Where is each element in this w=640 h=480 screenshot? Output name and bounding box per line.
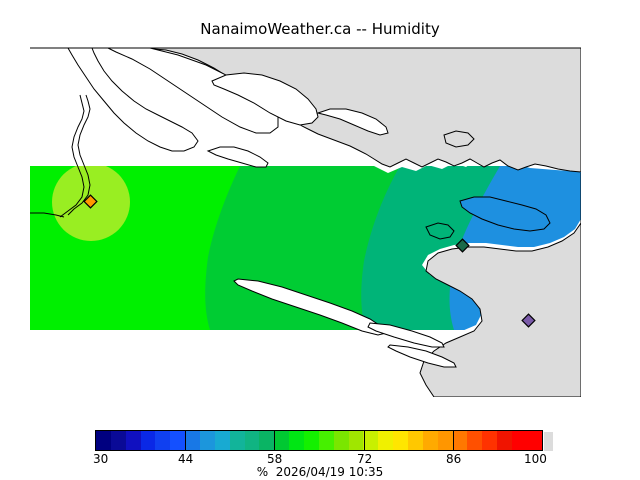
colorbar-segment-9 xyxy=(229,431,245,450)
colorbar-segment-17 xyxy=(348,431,364,450)
colorbar-tick-72 xyxy=(364,430,365,451)
colorbar-tick-58 xyxy=(274,430,275,451)
colorbar-segment-13 xyxy=(289,431,305,450)
island-chain-south xyxy=(233,278,387,336)
colorbar-segment-6 xyxy=(185,431,201,450)
channel-inlet-water xyxy=(425,222,455,240)
colorbar-segment-19 xyxy=(378,431,394,450)
colorbar-label-58: 58 xyxy=(267,452,283,466)
colorbar-segment-11 xyxy=(259,431,275,450)
colorbar-segment-16 xyxy=(333,431,349,450)
lake-east xyxy=(316,108,389,136)
colorbar-segment-14 xyxy=(304,431,319,450)
colorbar-segment-26 xyxy=(482,431,498,450)
colorbar-segment-24 xyxy=(452,431,468,450)
station-marker-diamond[interactable] xyxy=(83,194,98,209)
colorbar-segments[interactable] xyxy=(95,430,543,451)
island-chain-south-3 xyxy=(387,344,457,368)
colorbar-caption: % 2026/04/19 10:35 xyxy=(256,465,384,479)
colorbar-segment-18 xyxy=(363,431,379,450)
colorbar-tick-44 xyxy=(185,430,186,451)
river-outline-left xyxy=(67,94,91,216)
colorbar-label-100: 100 xyxy=(524,452,547,466)
colorbar-segment-15 xyxy=(318,431,334,450)
colorbar-segment-3 xyxy=(140,431,156,450)
inlet-northeast-water xyxy=(459,196,551,232)
station-marker-diamond[interactable] xyxy=(455,238,470,253)
colorbar-segment-23 xyxy=(437,431,453,450)
colorbar-tick-86 xyxy=(453,430,454,451)
station-markers[interactable] xyxy=(83,194,536,328)
map-plate[interactable] xyxy=(30,47,581,397)
colorbar-label-44: 44 xyxy=(178,452,194,466)
inlet-south-small xyxy=(206,146,269,168)
colorbar-segment-21 xyxy=(408,431,423,450)
river-outline-right xyxy=(59,94,85,218)
colorbar-segment-25 xyxy=(467,431,483,450)
colorbar-segment-29 xyxy=(526,431,542,450)
page-title: NanaimoWeather.ca -- Humidity xyxy=(200,20,440,38)
island-chain-south-2 xyxy=(367,322,445,348)
colorbar-label-30: 30 xyxy=(93,452,109,466)
colorbar-segment-4 xyxy=(155,431,171,450)
map-canvas[interactable] xyxy=(30,47,581,397)
colorbar-segment-0 xyxy=(96,431,111,450)
colorbar-label-72: 72 xyxy=(357,452,373,466)
colorbar-segment-28 xyxy=(512,431,527,450)
colorbar-segment-5 xyxy=(170,431,186,450)
colorbar-segment-7 xyxy=(200,431,215,450)
colorbar-segment-27 xyxy=(497,431,513,450)
colorbar-segment-22 xyxy=(422,431,438,450)
river-outline-mouth xyxy=(30,212,65,218)
station-marker[interactable] xyxy=(455,238,470,253)
colorbar-label-86: 86 xyxy=(446,452,462,466)
colorbar-tick-labels: 30 44 58 72 86 100 xyxy=(0,452,640,468)
inlet-north xyxy=(107,47,279,134)
inlet-west xyxy=(67,47,199,152)
station-marker[interactable] xyxy=(521,313,536,328)
station-marker-diamond[interactable] xyxy=(521,313,536,328)
southeast-landmass xyxy=(419,173,581,397)
colorbar[interactable] xyxy=(95,430,553,451)
colorbar-segment-8 xyxy=(214,431,230,450)
colorbar-segment-1 xyxy=(110,431,126,450)
colorbar-segment-2 xyxy=(125,431,141,450)
lake-central xyxy=(211,72,319,126)
station-marker[interactable] xyxy=(83,194,98,209)
colorbar-overflow-swatch xyxy=(544,432,553,451)
colorbar-segment-12 xyxy=(274,431,290,450)
colorbar-segment-20 xyxy=(393,431,409,450)
colorbar-segment-10 xyxy=(244,431,260,450)
island-small-north xyxy=(443,130,475,148)
